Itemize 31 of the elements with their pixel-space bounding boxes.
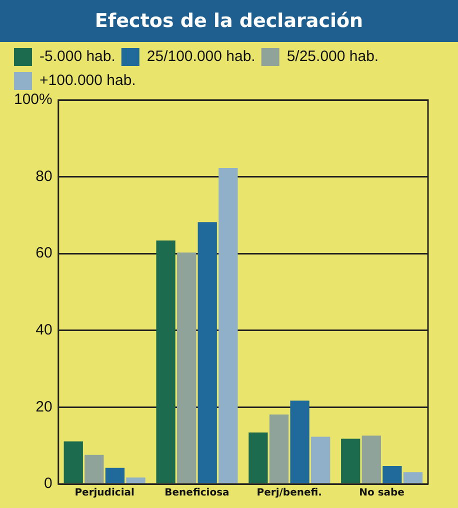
- legend-label: 5/25.000 hab.: [286, 48, 379, 66]
- bar: [64, 441, 83, 484]
- x-tick-label: Perjudicial: [74, 488, 134, 499]
- chart-title: Efectos de la declaración: [0, 0, 458, 42]
- bar: [269, 414, 289, 484]
- bar: [105, 468, 125, 484]
- bar: [84, 454, 104, 484]
- bar: [248, 432, 268, 484]
- bar: [177, 252, 196, 484]
- bar: [341, 438, 360, 484]
- bar: [198, 222, 217, 484]
- y-tick-label: 40: [36, 322, 52, 339]
- bar: [362, 436, 381, 484]
- y-tick-label: 100%: [14, 91, 52, 108]
- legend-label: 25/100.000 hab.: [146, 48, 256, 66]
- y-tick-label: 60: [36, 244, 52, 262]
- bar: [382, 466, 402, 484]
- y-tick-label: 80: [36, 168, 52, 185]
- x-tick-label: No sabe: [359, 488, 405, 499]
- bar: [218, 168, 238, 484]
- x-tick-label: Beneficiosa: [164, 488, 230, 499]
- legend-label: -5.000 hab.: [40, 48, 116, 66]
- y-tick-label: 0: [44, 475, 52, 492]
- x-tick-label: Perj/benefi.: [256, 488, 322, 499]
- y-tick-label: 20: [36, 398, 52, 416]
- bar: [311, 436, 330, 484]
- bar: [403, 472, 423, 484]
- legend-label: +100.000 hab.: [40, 72, 136, 90]
- bar: [156, 240, 176, 484]
- bar: [290, 400, 310, 484]
- bar: [126, 477, 146, 484]
